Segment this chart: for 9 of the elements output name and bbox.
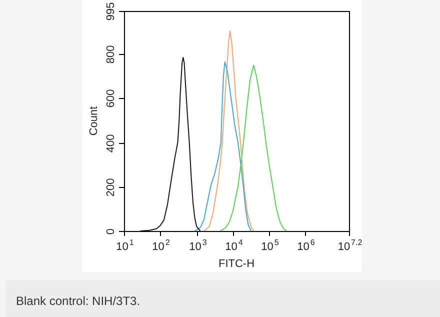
y-tick-label: 400 <box>105 134 117 153</box>
x-axis-title: FITC-H <box>218 258 255 270</box>
text: Blank control: NIH/3T3. <box>6 280 440 317</box>
y-tick-label: 800 <box>105 45 117 64</box>
y-tick-label: 0 <box>105 228 117 235</box>
y-tick-label: 200 <box>105 178 117 197</box>
y-tick-label: 995 <box>105 2 117 21</box>
y-axis-title: Count <box>88 106 100 136</box>
y-tick-label: 600 <box>105 89 117 108</box>
